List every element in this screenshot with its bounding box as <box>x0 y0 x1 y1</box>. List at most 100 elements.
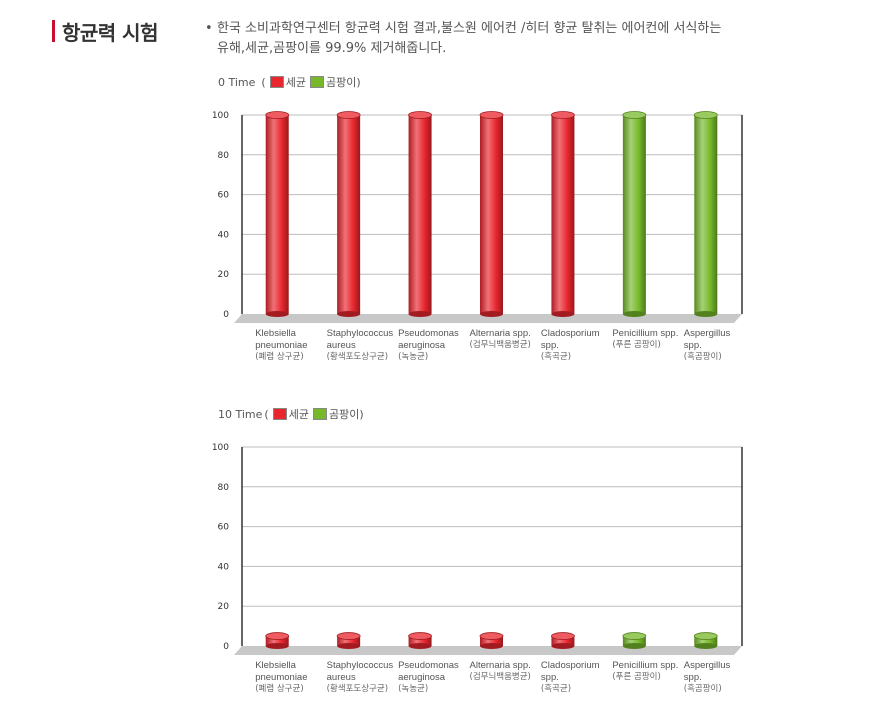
y-tick-label: 0 <box>223 642 229 652</box>
bullet-icon: • <box>205 21 213 36</box>
bar <box>694 115 718 314</box>
bar-base-cap <box>408 643 432 649</box>
category-label: spp. <box>684 672 702 683</box>
category-label: Klebsiella <box>255 660 296 671</box>
category-sublabel: (검무늬백움병균) <box>470 671 531 682</box>
y-tick-label: 20 <box>218 602 230 612</box>
category-label: Alternaria spp. <box>470 660 531 671</box>
category-sublabel: (폐렴 상구균) <box>255 683 303 694</box>
bar-base-cap <box>622 311 646 317</box>
legend-bacteria-label: 세균 <box>288 408 309 421</box>
y-tick-label: 80 <box>218 151 230 161</box>
bar-top-cap <box>693 632 718 640</box>
legend-bacteria-label: 세균 <box>285 76 306 89</box>
section-title: 항균력 시험 <box>52 18 158 45</box>
chart-title-0time: 0 Time <box>218 75 256 89</box>
category-label: Alternaria spp. <box>470 328 531 339</box>
description-line-2: 유해,세균,곰팡이를 99.9% 제거해줍니다. <box>217 41 447 56</box>
bar-base-cap <box>480 643 503 649</box>
category-label: Aspergillus <box>684 660 731 671</box>
bar-base-cap <box>265 643 289 649</box>
category-label: Staphylococcus <box>327 328 394 339</box>
legend-close-paren: ) <box>359 407 364 421</box>
category-label: Penicillium spp. <box>612 328 678 339</box>
y-tick-label: 0 <box>223 310 229 320</box>
bar-base-cap <box>480 311 503 317</box>
legend-close-paren: ) <box>356 75 361 89</box>
category-sublabel: (푸른 곰팡이) <box>612 671 660 682</box>
category-sublabel: (푸른 곰팡이) <box>612 339 660 350</box>
category-label: Staphylococcus <box>327 660 394 671</box>
legend-mold-swatch <box>309 76 324 88</box>
bar <box>480 115 503 314</box>
category-label: Pseudomonas <box>398 328 459 339</box>
category-label: Cladosporium <box>541 660 600 671</box>
bar-top-cap <box>265 632 290 640</box>
y-tick-label: 80 <box>218 483 230 493</box>
bar-base-cap <box>694 311 718 317</box>
page-title: 항균력 시험 <box>62 20 158 45</box>
y-tick-label: 20 <box>218 270 230 280</box>
bar-base-cap <box>337 643 361 649</box>
bar-base-cap <box>694 643 718 649</box>
bar-top-cap <box>408 632 432 640</box>
chart-title-10time: 10 Time <box>218 407 263 421</box>
bar-top-cap <box>551 111 575 119</box>
category-sublabel: (흑곡균) <box>541 683 571 694</box>
chart-header-10time: 10 Time ( 세균 곰팡이 ) <box>218 406 364 422</box>
chart-floor <box>234 646 742 655</box>
bar-top-cap <box>479 111 504 119</box>
legend-mold-label: 곰팡이 <box>325 76 357 89</box>
category-label: spp. <box>541 340 559 351</box>
bar-top-cap <box>408 111 432 119</box>
legend-bacteria-swatch <box>269 76 284 88</box>
category-label: spp. <box>684 340 702 351</box>
y-tick-label: 40 <box>218 562 230 572</box>
chart-floor <box>234 314 742 323</box>
bar <box>265 115 289 314</box>
category-label: pneumoniae <box>255 340 307 351</box>
legend-open-paren: ( <box>261 75 266 89</box>
category-sublabel: (흑곰팡이) <box>684 683 722 694</box>
category-label: aeruginosa <box>398 672 446 683</box>
bar-base-cap <box>551 643 575 649</box>
category-sublabel: (녹농균) <box>398 352 428 362</box>
bar <box>337 636 361 646</box>
bar <box>480 636 503 646</box>
category-sublabel: (녹농균) <box>398 684 428 694</box>
bar <box>551 115 575 314</box>
bar <box>408 636 432 646</box>
category-sublabel: (황색포도상구균) <box>327 351 388 362</box>
legend-open-paren: ( <box>264 407 269 421</box>
bar <box>265 636 289 646</box>
bar-base-cap <box>622 643 646 649</box>
category-sublabel: (황색포도상구균) <box>327 683 388 694</box>
category-label: pneumoniae <box>255 672 307 683</box>
legend-bacteria-swatch <box>272 408 287 420</box>
bar-top-cap <box>622 111 647 119</box>
bar <box>551 636 575 646</box>
category-sublabel: (흑곰팡이) <box>684 351 722 362</box>
y-tick-label: 100 <box>212 443 229 453</box>
description-line-1: 한국 소비과학연구센터 항균력 시험 결과,불스원 에어컨 /히터 향균 탈취는… <box>217 21 722 36</box>
category-label: Aspergillus <box>684 328 731 339</box>
bar <box>694 636 718 646</box>
y-tick-label: 100 <box>212 111 229 121</box>
bar-top-cap <box>265 111 290 119</box>
y-tick-label: 60 <box>218 523 230 533</box>
bar <box>622 115 646 314</box>
bar-base-cap <box>337 311 361 317</box>
category-label: Cladosporium <box>541 328 600 339</box>
title-accent-bar <box>52 20 55 42</box>
category-sublabel: (검무늬백움병균) <box>470 339 531 350</box>
bar <box>622 636 646 646</box>
legend-mold-label: 곰팡이 <box>328 408 360 421</box>
bar-base-cap <box>408 311 432 317</box>
bar-top-cap <box>622 632 647 640</box>
category-sublabel: (흑곡균) <box>541 351 571 362</box>
category-label: Klebsiella <box>255 328 296 339</box>
bar-top-cap <box>336 632 361 640</box>
bar-top-cap <box>336 111 361 119</box>
